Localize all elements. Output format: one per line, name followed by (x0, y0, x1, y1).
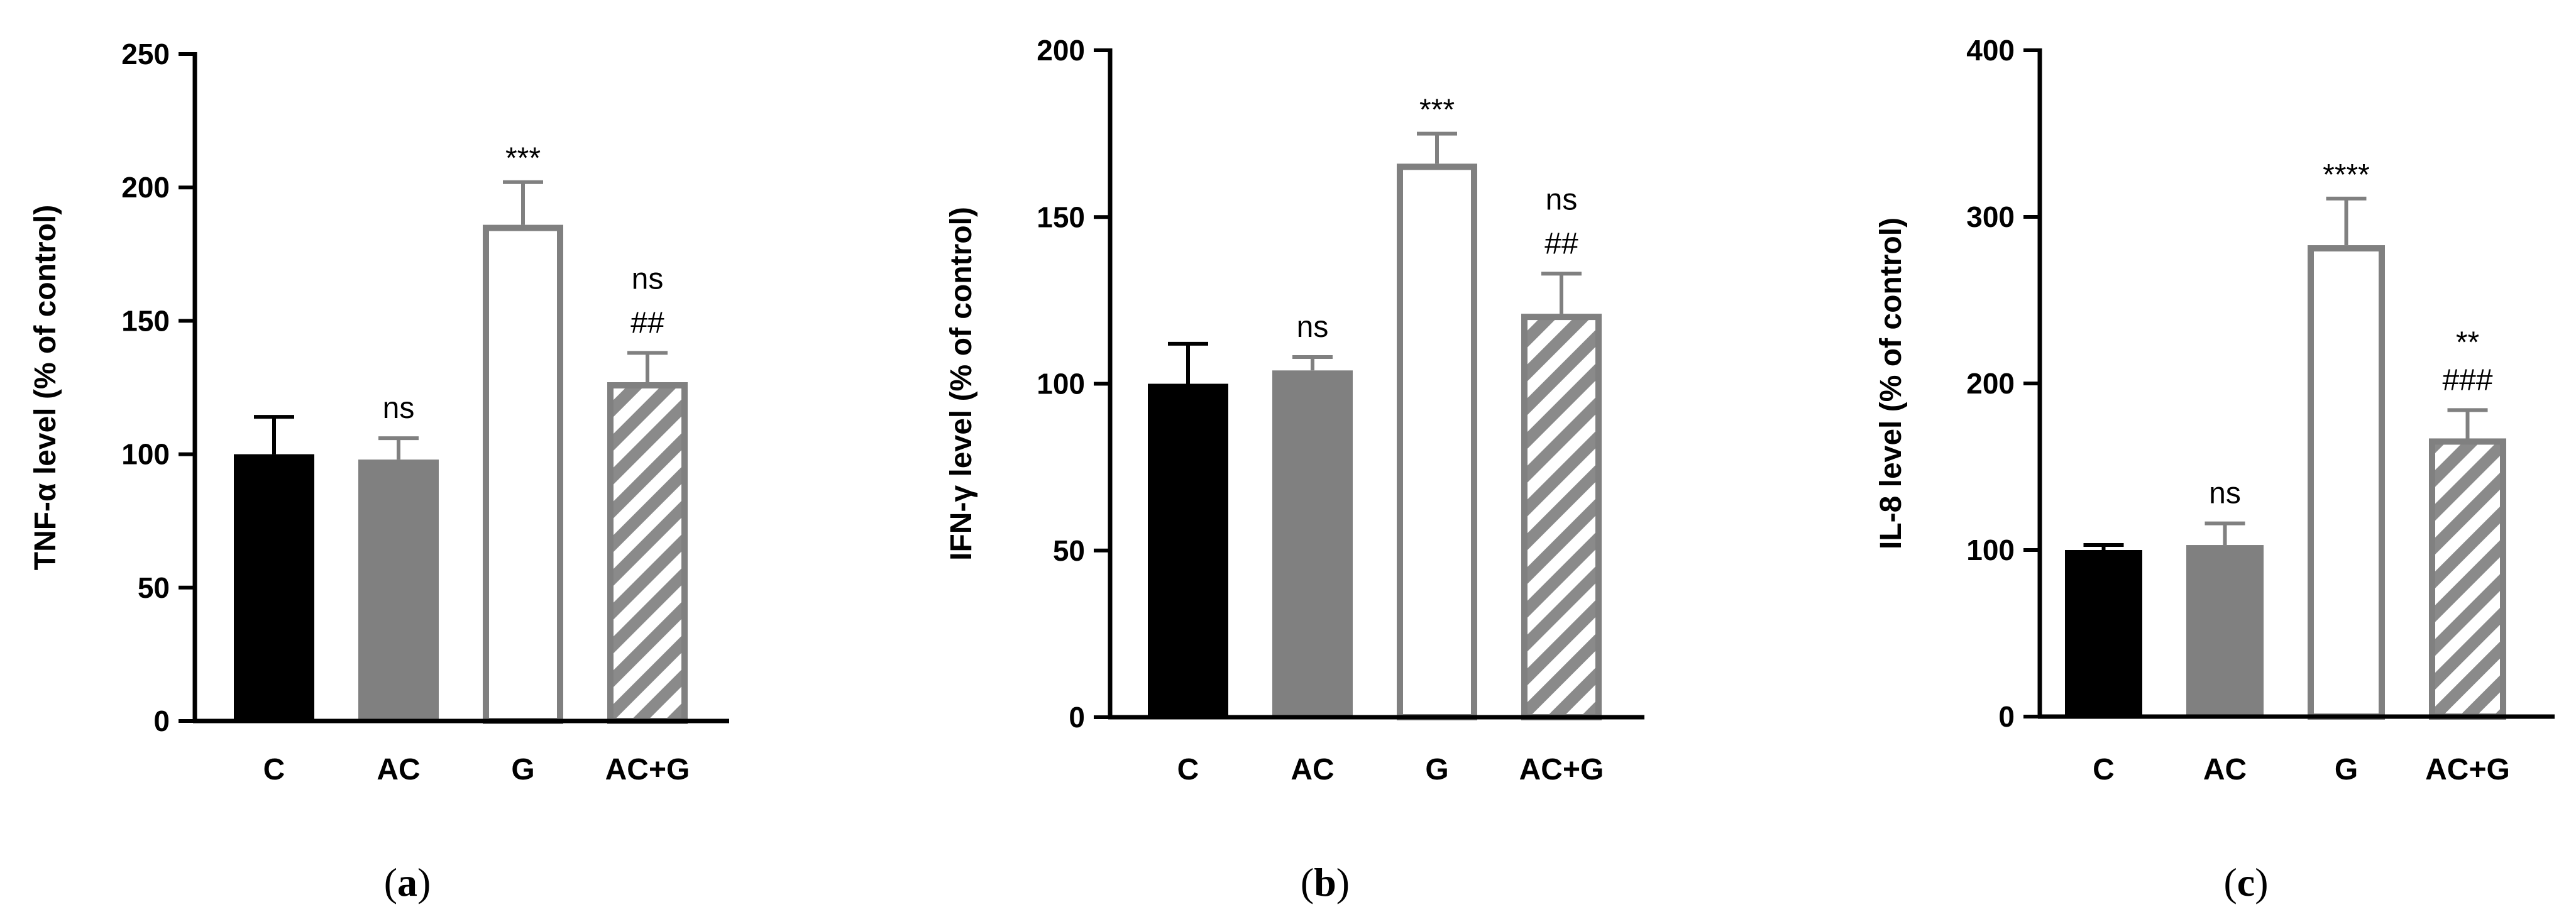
y-tick-label: 100 (121, 438, 170, 471)
y-tick-label: 0 (1998, 700, 2015, 733)
chart-panel-a: Cns AC *** Gns ## AC+G 0 50 100 150 200 250 TNF-α le… (29, 38, 729, 905)
bar-ac-plus-g (2429, 438, 2506, 720)
y-tick-label: 200 (1966, 367, 2015, 400)
chart-panel-c: Cns AC **** G ** ### AC+G 0 100 200 300 400 IL-8 lev… (1874, 34, 2555, 905)
panel-label: (a) (384, 860, 431, 905)
panel-label: (c) (2223, 860, 2268, 905)
y-axis-label: IL-8 level (% of control) (1874, 217, 1908, 549)
y-tick-label: 400 (1966, 34, 2015, 67)
y-tick-label: 150 (121, 304, 170, 337)
bar-c (1148, 383, 1228, 717)
bar-ac-plus-g (607, 382, 688, 724)
significance-label: *** (505, 142, 541, 175)
x-tick-label: C (2093, 753, 2115, 786)
y-tick-label: 0 (153, 705, 170, 737)
y-tick-label: 200 (1037, 34, 1085, 67)
y-tick-label: 50 (138, 571, 170, 604)
panel-label: (b) (1301, 860, 1350, 905)
x-tick-label: C (1177, 753, 1199, 786)
y-tick-label: 250 (121, 38, 170, 70)
bar-g (483, 224, 563, 724)
x-tick-label: G (2335, 753, 2358, 786)
significance-label: ns (383, 392, 415, 425)
significance-label: ns (2209, 477, 2241, 510)
significance-label: ### (2442, 363, 2492, 397)
bar-g (1397, 163, 1477, 720)
y-tick-label: 50 (1053, 534, 1085, 567)
significance-label: ns (1297, 311, 1329, 344)
bar-ac (358, 460, 439, 721)
bar-c (234, 454, 314, 721)
y-tick-label: 0 (1069, 701, 1085, 734)
bar-g (2308, 245, 2385, 720)
significance-label: **** (2323, 158, 2370, 192)
x-tick-label: AC (2203, 753, 2247, 786)
bar-ac (2186, 545, 2264, 717)
significance-label: ns (1546, 183, 1578, 216)
x-tick-label: AC+G (2425, 753, 2510, 786)
chart-panel-b: Cns AC *** Gns ## AC+G 0 50 100 150 200 IFN-γ level… (945, 34, 1644, 905)
significance-label: ## (630, 306, 664, 339)
y-tick-label: 100 (1966, 534, 2015, 566)
y-tick-label: 100 (1037, 368, 1085, 400)
x-tick-label: AC (377, 753, 420, 786)
significance-label: ** (2456, 326, 2479, 359)
y-tick-label: 300 (1966, 201, 2015, 233)
y-axis-label: TNF-α level (% of control) (29, 205, 62, 571)
x-tick-label: AC+G (605, 753, 690, 786)
y-tick-label: 200 (121, 171, 170, 204)
x-tick-label: G (1425, 753, 1448, 786)
y-axis-label: IFN-γ level (% of control) (945, 207, 978, 561)
y-tick-label: 150 (1037, 201, 1085, 233)
bar-c (2065, 550, 2142, 717)
significance-label: *** (1419, 94, 1455, 127)
bar-ac (1272, 370, 1353, 717)
x-tick-label: C (263, 753, 285, 786)
x-tick-label: G (511, 753, 534, 786)
significance-label: ns (632, 262, 664, 295)
x-tick-label: AC (1291, 753, 1334, 786)
bar-ac-plus-g (1521, 314, 1602, 721)
x-tick-label: AC+G (1519, 753, 1604, 786)
significance-label: ## (1544, 227, 1578, 260)
